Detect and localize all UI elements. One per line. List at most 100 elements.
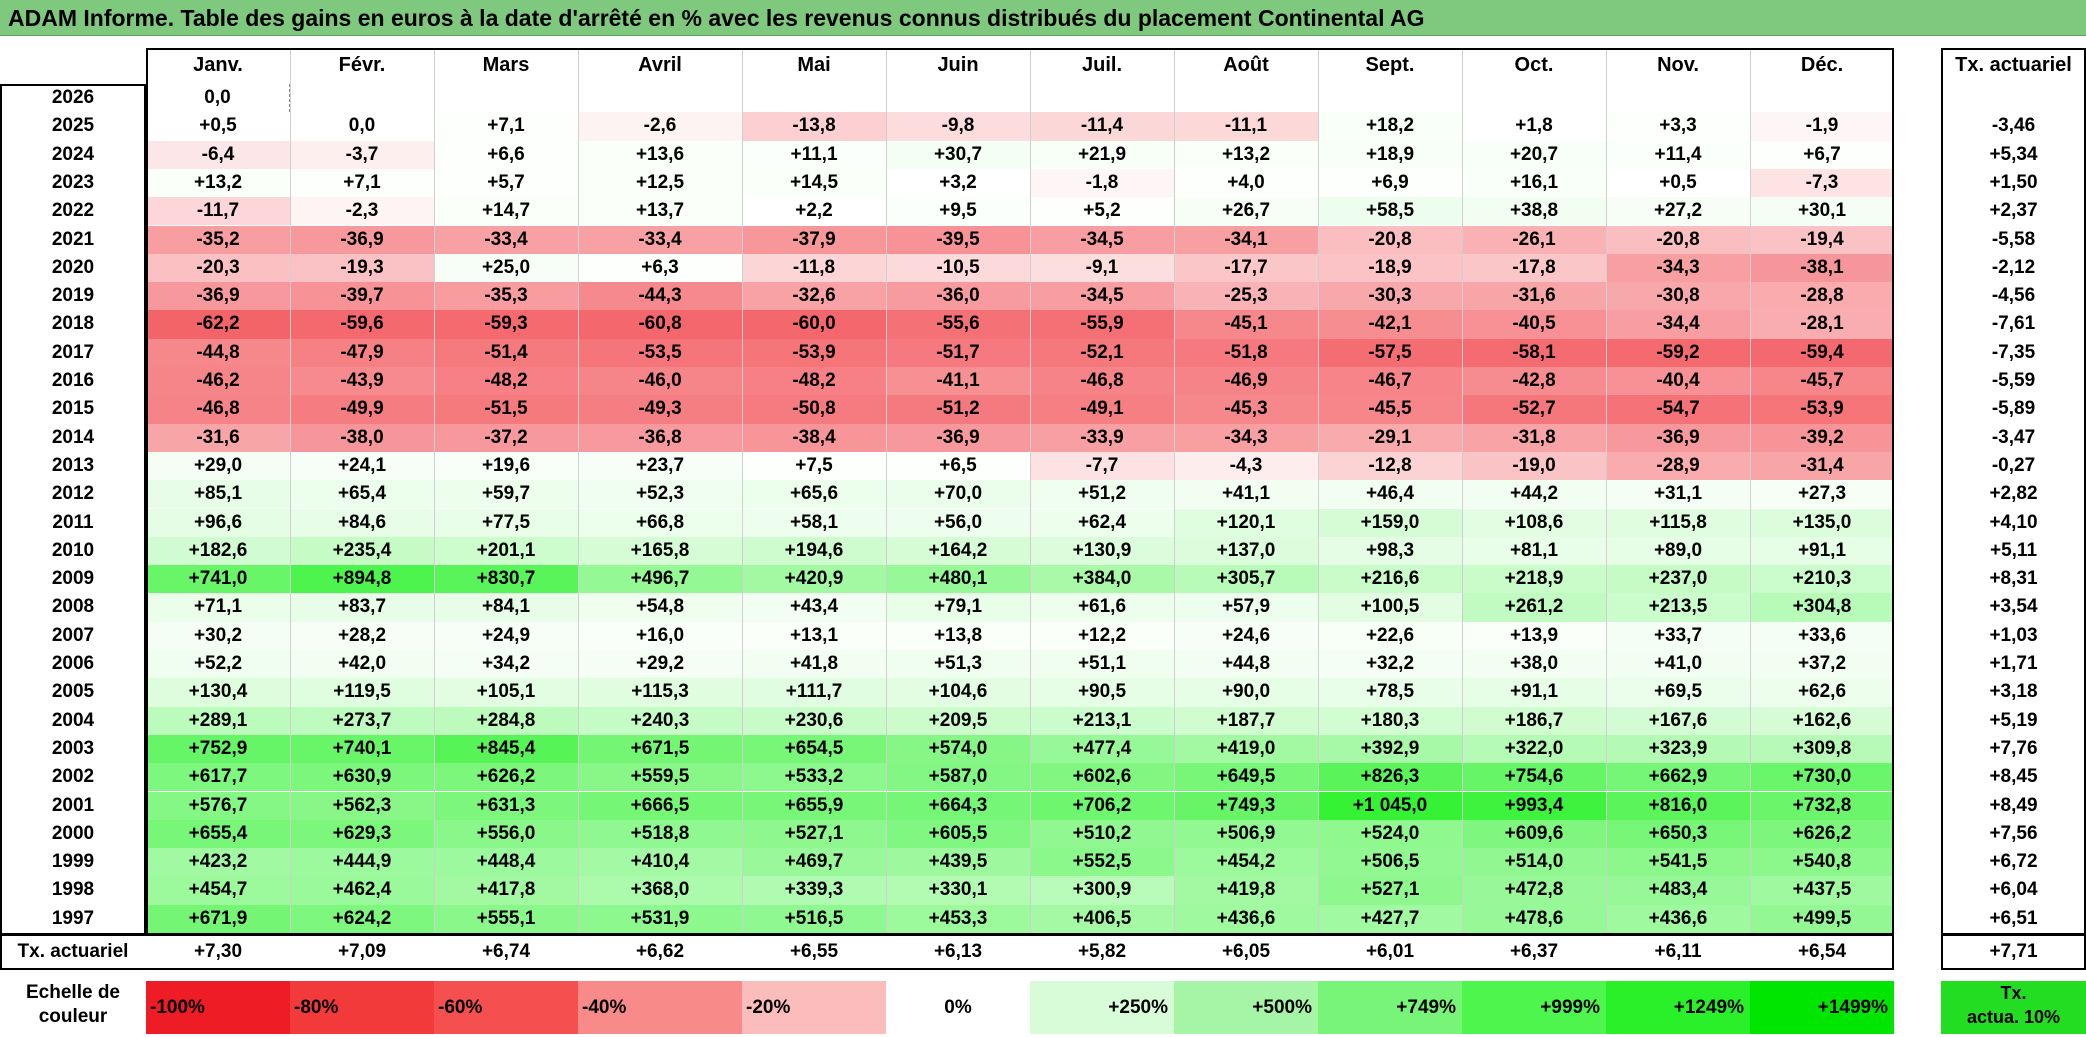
summary-cell: +5,82 [1077,941,1127,962]
table-cell: -1,8 [1030,168,1174,198]
table-cell: -25,3 [1174,282,1318,311]
table-cell: +7,5 [742,451,886,481]
table-cell: +38,0 [1462,650,1606,679]
table-cell: +454,7 [146,876,290,905]
table-cell: -39,2 [1750,423,1894,452]
table-cell: +453,3 [886,904,1030,933]
row-year: 2004 [51,709,95,731]
table-cell: +323,9 [1606,734,1750,764]
table-cell: -33,4 [578,225,742,254]
table-cell: -46,9 [1174,367,1318,396]
table-cell: +629,3 [290,819,434,849]
table-cell: +741,0 [146,565,290,594]
table-cell: -44,8 [146,338,290,367]
table-cell: +240,3 [578,706,742,735]
table-cell: -38,0 [290,423,434,452]
table-cell: +7,1 [290,168,434,198]
table-cell: +51,3 [886,650,1030,679]
table-cell: +5,7 [434,168,578,198]
table-cell [434,84,578,113]
table-cell: -45,7 [1750,367,1894,396]
table-cell: +339,3 [742,876,886,905]
table-cell: +13,2 [1174,140,1318,169]
table-cell: +70,0 [886,480,1030,509]
row-year: 2018 [51,313,95,335]
row-rate: +1,71 [1989,653,2038,674]
table-cell: +218,9 [1462,565,1606,594]
table-cell [1174,84,1318,113]
row-year: 1998 [51,879,95,901]
month-header: Juin [937,54,979,76]
table-cell: +84,1 [434,593,578,622]
row-rate: +5,34 [1989,143,2038,165]
table-cell: +0,5 [1606,168,1750,198]
table-cell: -29,1 [1318,423,1462,452]
table-cell: +79,1 [886,593,1030,622]
table-cell: +9,5 [886,197,1030,226]
table-cell: +14,7 [434,197,578,226]
table-cell: +496,7 [578,565,742,594]
table-cell: +120,1 [1174,508,1318,537]
table-cell: +671,5 [578,734,742,764]
table-cell: +19,6 [434,451,578,481]
row-year: 2009 [51,568,95,590]
table-cell: +61,6 [1030,593,1174,622]
scale-swatch: +999% [1462,981,1606,1034]
table-cell: -49,9 [290,395,434,424]
table-cell: -60,8 [578,310,742,339]
table-cell: +33,6 [1750,621,1894,650]
table-cell: +706,2 [1030,791,1174,820]
table-cell: +89,0 [1606,536,1750,566]
table-cell: +602,6 [1030,763,1174,792]
table-cell: +18,2 [1318,112,1462,141]
row-year: 2023 [51,171,95,193]
table-cell: +216,6 [1318,565,1462,594]
table-cell: -10,5 [886,253,1030,283]
scale-label: Echelle de couleur [0,981,146,1034]
table-cell: +13,8 [886,621,1030,650]
rate-header: Tx. actuariel [1955,54,2072,76]
table-cell: -47,9 [290,338,434,367]
table-cell: -38,4 [742,423,886,452]
table-cell: +605,5 [886,819,1030,849]
table-cell: +754,6 [1462,763,1606,792]
table-cell: +477,4 [1030,734,1174,764]
table-cell: +13,6 [578,140,742,169]
table-cell: +300,9 [1030,876,1174,905]
table-cell: -34,5 [1030,225,1174,254]
table-cell: +516,5 [742,904,886,933]
table-cell: +42,0 [290,650,434,679]
table-cell: -53,9 [742,338,886,367]
month-header: Août [1223,54,1269,76]
table-cell: +105,1 [434,678,578,707]
table-cell: +104,6 [886,678,1030,707]
scale-label-line: couleur [38,1006,108,1027]
table-cell: +25,0 [434,253,578,283]
table-cell: -58,1 [1462,338,1606,367]
row-year: 2020 [51,256,95,278]
table-cell: +478,6 [1462,904,1606,933]
table-cell: -51,4 [434,338,578,367]
table-cell: -33,9 [1030,423,1174,452]
table-cell: +24,1 [290,451,434,481]
table-cell: -19,4 [1750,225,1894,254]
table-cell: +32,2 [1318,650,1462,679]
table-cell: +6,5 [886,451,1030,481]
table-cell: -36,9 [886,423,1030,452]
table-cell: +499,5 [1750,904,1894,933]
table-cell: +626,2 [434,763,578,792]
table-cell: +444,9 [290,848,434,877]
column-divider [290,48,291,933]
row-rate: -4,56 [1991,285,2036,307]
table-cell: +749,3 [1174,791,1318,820]
row-year: 2008 [51,596,95,618]
table-cell: +182,6 [146,536,290,566]
table-cell: +410,4 [578,848,742,877]
scale-swatch: -80% [290,981,434,1034]
table-cell: +439,5 [886,848,1030,877]
table-cell: +27,3 [1750,480,1894,509]
table-cell [1750,84,1894,113]
table-cell: +213,1 [1030,706,1174,735]
table-cell: +587,0 [886,763,1030,792]
table-cell: +730,0 [1750,763,1894,792]
